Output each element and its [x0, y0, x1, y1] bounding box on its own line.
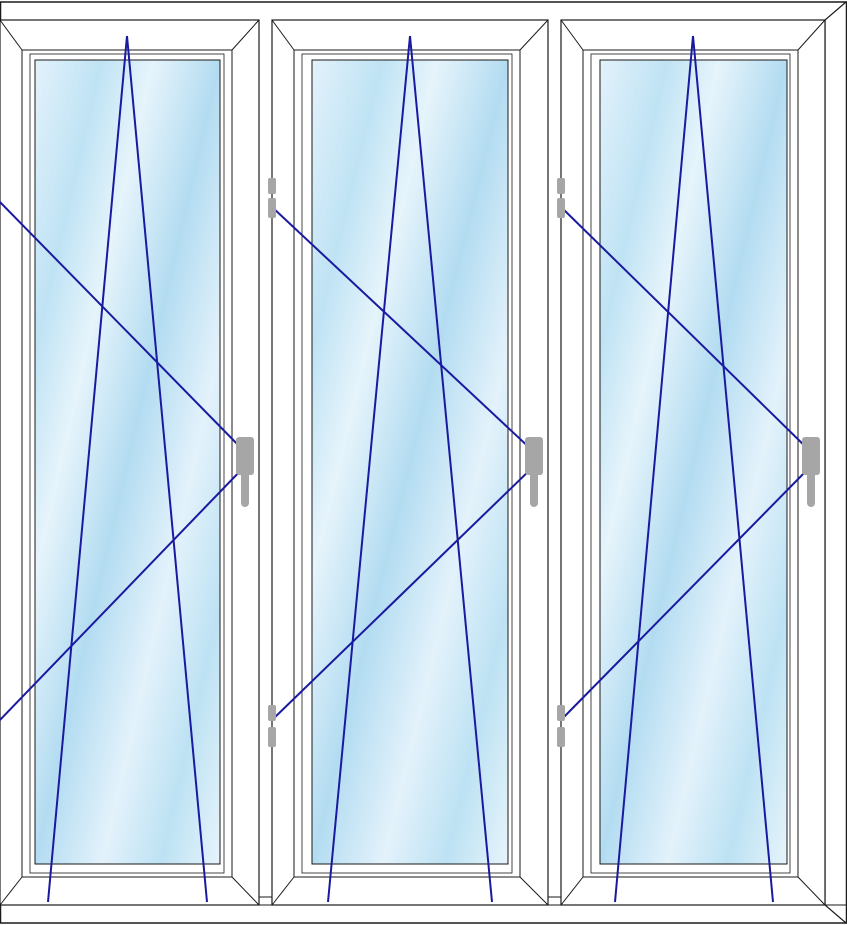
- frame-bevel-line: [231, 876, 260, 906]
- hinge-part: [268, 198, 276, 218]
- handle-lever[interactable]: [241, 470, 249, 507]
- frame-bevel-line: [797, 19, 826, 51]
- sash-right[interactable]: [560, 19, 826, 906]
- handle-lever[interactable]: [530, 470, 538, 507]
- handle-base[interactable]: [802, 437, 820, 475]
- handle-lever[interactable]: [807, 470, 815, 507]
- frame-bevel-line: [519, 876, 549, 906]
- frame-bevel-line: [271, 19, 295, 51]
- frame-bevel-line: [797, 876, 826, 906]
- hinge-part: [557, 705, 565, 721]
- tilt-opening-line: [126, 35, 208, 903]
- frame-bevel-line: [231, 19, 260, 51]
- hinge-part: [268, 727, 276, 747]
- window-handle-icon[interactable]: [236, 437, 254, 507]
- sash-middle[interactable]: [271, 19, 549, 906]
- turn-opening-line: [560, 465, 812, 721]
- tilt-opening-line: [614, 35, 694, 903]
- hinge-part: [557, 178, 565, 194]
- hinge-part: [268, 178, 276, 194]
- turn-opening-line: [0, 200, 246, 453]
- glass-pane: [34, 59, 221, 865]
- frame-bevel-line: [271, 876, 295, 906]
- tilt-opening-line: [327, 35, 411, 903]
- frame-bevel-line: [560, 19, 584, 51]
- hinge-icon: [268, 705, 276, 747]
- inner-bead-line: [301, 53, 513, 874]
- window-handle-icon[interactable]: [802, 437, 820, 507]
- tilt-opening-line: [692, 35, 774, 903]
- frame-bevel-line: [560, 876, 584, 906]
- hinge-part: [557, 198, 565, 218]
- hinge-part: [268, 705, 276, 721]
- hinge-icon: [557, 705, 565, 747]
- handle-base[interactable]: [525, 437, 543, 475]
- frame-bevel-line: [0, 19, 23, 51]
- tilt-opening-line: [409, 35, 493, 903]
- handle-base[interactable]: [236, 437, 254, 475]
- hinge-part: [557, 727, 565, 747]
- turn-opening-line: [271, 206, 535, 453]
- hinge-icon: [557, 178, 565, 218]
- glass-pane: [311, 59, 509, 865]
- frame-bevel-line: [519, 19, 549, 51]
- window-handle-icon[interactable]: [525, 437, 543, 507]
- hinge-icon: [268, 178, 276, 218]
- turn-opening-line: [271, 465, 535, 721]
- turn-opening-line: [0, 465, 246, 722]
- frame-bevel-line: [0, 876, 23, 906]
- turn-opening-line: [560, 206, 812, 453]
- tilt-opening-line: [47, 35, 128, 903]
- inner-bead-line: [29, 53, 225, 874]
- sash-left[interactable]: [0, 19, 260, 906]
